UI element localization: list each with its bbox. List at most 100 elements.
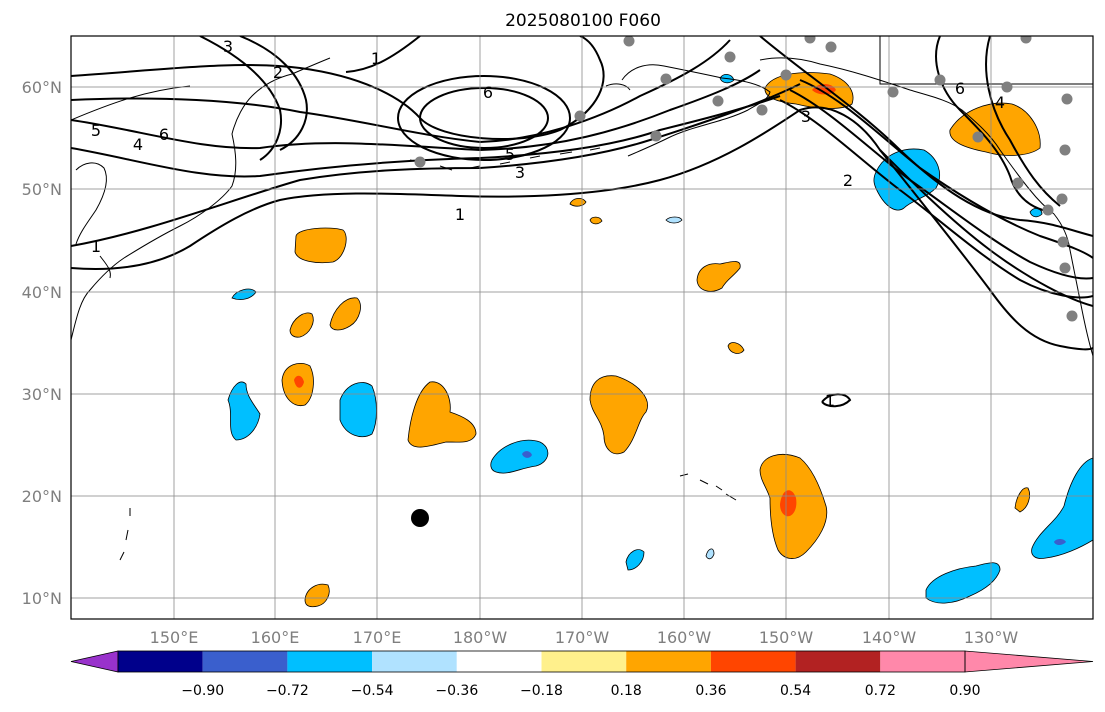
colorbar-extend-min bbox=[70, 650, 119, 673]
contour-line bbox=[71, 39, 731, 144]
anomaly-positive bbox=[289, 312, 314, 338]
station-marker bbox=[623, 36, 635, 47]
colorbar-swatch bbox=[118, 651, 203, 672]
anomaly-positive bbox=[407, 381, 477, 448]
lat-tick-label: 20°N bbox=[22, 487, 62, 506]
station-marker bbox=[414, 156, 426, 168]
figure-title: 2025080100 F060 bbox=[505, 11, 661, 31]
contour-label: 3 bbox=[223, 37, 233, 56]
coastline-asia bbox=[75, 162, 107, 245]
lon-tick-label: 180°W bbox=[453, 628, 508, 647]
colorbar-frame bbox=[117, 650, 966, 673]
station-marker bbox=[804, 36, 816, 44]
anomaly-negative bbox=[339, 382, 377, 437]
anomaly-negative bbox=[490, 439, 549, 474]
anomaly-negative bbox=[925, 562, 1001, 604]
contour-line bbox=[419, 87, 549, 149]
anomaly-strong-positive bbox=[294, 375, 304, 388]
anomaly-strong-positive bbox=[780, 490, 797, 517]
anomaly-negative bbox=[1029, 208, 1043, 218]
colorbar-label: −0.18 bbox=[520, 683, 563, 699]
contour-line bbox=[345, 36, 421, 73]
contour-label: 3 bbox=[801, 107, 811, 126]
colorbar-label: −0.36 bbox=[435, 683, 478, 699]
colorbar-label: 0.54 bbox=[780, 683, 811, 699]
anomaly-negative bbox=[625, 549, 645, 571]
contour-label: 2 bbox=[273, 63, 283, 82]
contour-line bbox=[71, 95, 781, 178]
coastline-america bbox=[879, 36, 1093, 85]
contour-line bbox=[71, 106, 1093, 307]
colorbar-swatch bbox=[372, 651, 457, 672]
coastline-asia bbox=[99, 255, 111, 279]
contour-line bbox=[759, 36, 1093, 237]
lat-tick-label: 10°N bbox=[22, 589, 62, 608]
colorbar-label: −0.54 bbox=[351, 683, 394, 699]
station-marker bbox=[660, 73, 672, 85]
station-marker bbox=[1059, 262, 1071, 274]
colorbar-swatch bbox=[287, 651, 373, 672]
station-marker bbox=[972, 131, 984, 143]
colorbar-label: 0.18 bbox=[611, 683, 642, 699]
station-marker bbox=[1001, 81, 1013, 93]
contour-line bbox=[71, 36, 605, 141]
contour-label: 2 bbox=[843, 171, 853, 190]
contour-label: 3 bbox=[515, 163, 525, 182]
station-marker bbox=[1061, 93, 1073, 105]
coastline-islands bbox=[119, 508, 131, 561]
colorbar-swatch bbox=[626, 651, 711, 672]
contour-label: 4 bbox=[995, 93, 1005, 112]
station-marker bbox=[825, 41, 837, 53]
contour-label: 5 bbox=[505, 145, 515, 164]
lon-tick-label: 140°W bbox=[862, 628, 917, 647]
contour-label: 4 bbox=[133, 135, 143, 154]
station-marker bbox=[1059, 144, 1071, 156]
contour-lines bbox=[71, 36, 1093, 408]
contour-label: 6 bbox=[955, 79, 965, 98]
contour-label: 1 bbox=[91, 237, 101, 256]
coastline-asia bbox=[71, 57, 331, 341]
station-marker bbox=[1042, 204, 1054, 216]
colorbar-label: −0.90 bbox=[181, 683, 224, 699]
lat-tick-label: 30°N bbox=[22, 385, 62, 404]
coastline-alaska bbox=[605, 83, 631, 91]
contour-line bbox=[879, 149, 1093, 351]
station-marker bbox=[756, 104, 768, 116]
anomaly-positive bbox=[329, 297, 361, 331]
lat-tick-label: 50°N bbox=[22, 180, 62, 199]
colorbar-swatch bbox=[456, 651, 542, 672]
anomaly-positive bbox=[589, 216, 603, 225]
anomaly-strong-negative bbox=[522, 451, 532, 458]
colorbar-label: −0.72 bbox=[266, 683, 309, 699]
anomaly-positive bbox=[589, 375, 648, 455]
lon-tick-labels: 150°E 160°E 170°E 180°W 170°W 160°W 150°… bbox=[150, 628, 1019, 647]
station-marker bbox=[1066, 310, 1078, 322]
map-frame bbox=[70, 35, 1094, 620]
colorbar-swatch bbox=[541, 651, 627, 672]
colorbar-label: 0.72 bbox=[865, 683, 896, 699]
anomaly-light-negative bbox=[665, 216, 683, 224]
station-marker bbox=[934, 74, 946, 86]
colorbar-label: 0.90 bbox=[949, 683, 980, 699]
contour-label: 6 bbox=[483, 83, 493, 102]
lat-tick-label: 40°N bbox=[22, 283, 62, 302]
lon-tick-label: 160°E bbox=[251, 628, 300, 647]
lat-tick-labels: 60°N 50°N 40°N 30°N 20°N 10°N bbox=[22, 78, 62, 608]
anomaly-negative bbox=[227, 381, 261, 441]
contour-line bbox=[397, 75, 571, 161]
anomaly-positive bbox=[1014, 487, 1030, 513]
contour-line bbox=[71, 69, 761, 152]
contour-label: 1 bbox=[371, 49, 381, 68]
anomaly-positive bbox=[696, 261, 741, 292]
contour-label: 1 bbox=[825, 391, 835, 410]
anomaly-negative bbox=[1031, 457, 1093, 559]
contour-label: 5 bbox=[91, 121, 101, 140]
contour-label-group: 1 2 3 4 5 6 6 5 3 1 1 2 3 6 4 1 bbox=[91, 37, 1005, 410]
station-marker bbox=[650, 130, 662, 142]
station-marker bbox=[1012, 177, 1024, 189]
station-marker bbox=[1057, 236, 1069, 248]
lon-tick-label: 160°W bbox=[657, 628, 712, 647]
contour-label: 1 bbox=[455, 205, 465, 224]
station-marker bbox=[712, 95, 724, 107]
